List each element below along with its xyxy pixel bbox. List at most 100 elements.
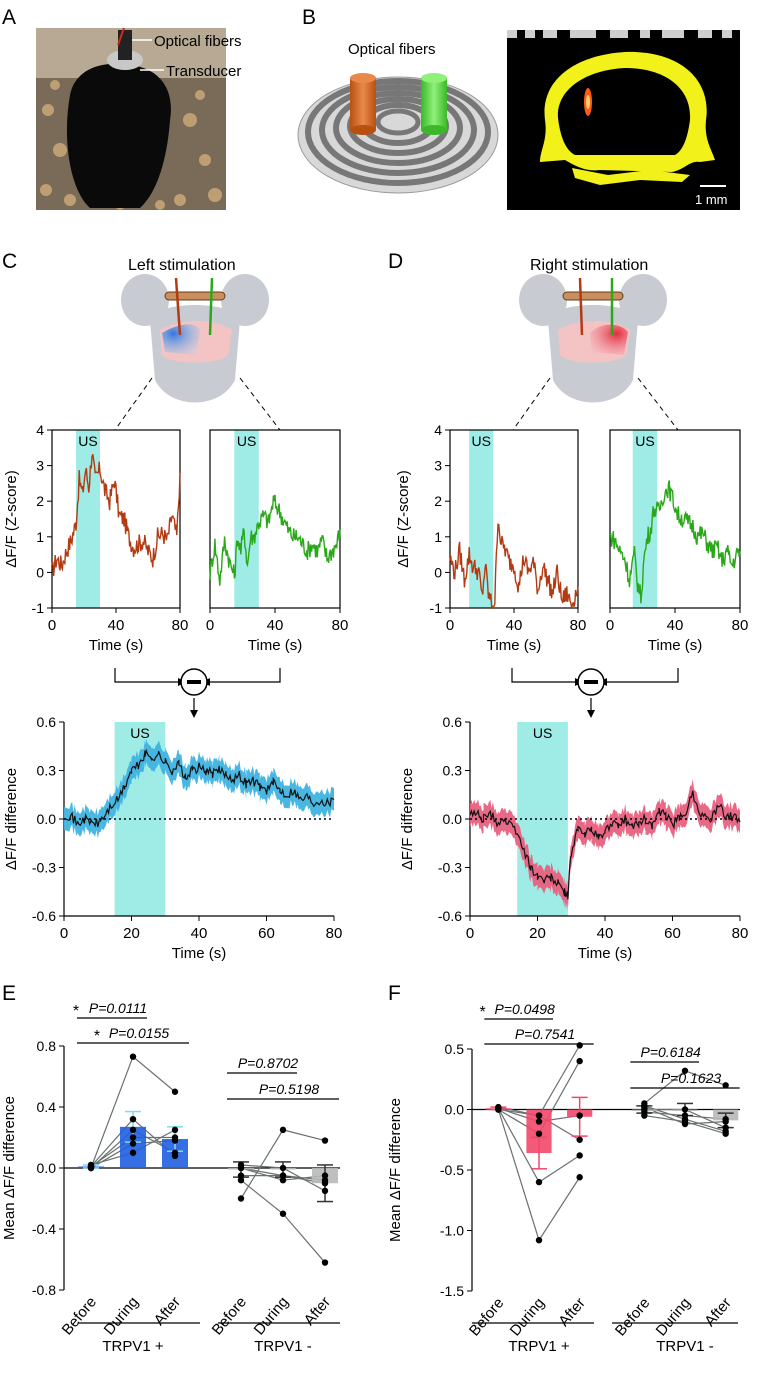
y-axis-label: Mean ΔF/F difference bbox=[387, 1098, 404, 1242]
p-value-label: P=0.8702 bbox=[238, 1055, 299, 1071]
category-label: After bbox=[701, 1295, 734, 1330]
fiber-orange bbox=[350, 73, 376, 135]
data-point bbox=[279, 1164, 287, 1172]
data-point bbox=[87, 1164, 95, 1172]
y-tick-label: -0.5 bbox=[440, 1162, 464, 1178]
panel-letter-b: B bbox=[302, 6, 316, 29]
data-point bbox=[237, 1177, 245, 1184]
panel-letter-a: A bbox=[2, 6, 16, 29]
panel-letter-f: F bbox=[388, 982, 401, 1005]
data-point bbox=[279, 1177, 287, 1184]
data-point bbox=[321, 1137, 329, 1144]
x-axis-label: Time (s) bbox=[89, 637, 143, 654]
chart-D-right-green: US 0 40 80 Time (s) bbox=[606, 429, 748, 654]
y-tick-label: 3 bbox=[434, 458, 442, 474]
x-tick-label: 80 bbox=[172, 617, 189, 634]
trace-line bbox=[609, 480, 741, 604]
category-label: During bbox=[101, 1294, 142, 1339]
p-value-label: P=0.6184 bbox=[640, 1044, 701, 1060]
y-tick-label: 2 bbox=[36, 493, 44, 509]
data-point bbox=[535, 1112, 543, 1119]
y-tick-label: -1 bbox=[32, 600, 45, 616]
data-point bbox=[722, 1082, 729, 1089]
data-point bbox=[722, 1115, 729, 1123]
category-label: During bbox=[507, 1295, 548, 1340]
y-tick-label: -0.4 bbox=[32, 1221, 56, 1237]
x-tick-label: 40 bbox=[667, 617, 684, 634]
x-axis-label: Time (s) bbox=[648, 637, 702, 654]
sem-band bbox=[64, 739, 334, 839]
p-value-label: P=0.0111 bbox=[89, 1000, 147, 1016]
data-point bbox=[171, 1152, 179, 1160]
mouse-illustration-right bbox=[519, 274, 667, 403]
title-left-stimulation: Left stimulation bbox=[128, 257, 236, 274]
title-right-stimulation: Right stimulation bbox=[530, 257, 648, 274]
data-point bbox=[321, 1187, 329, 1195]
y-tick-label: 0 bbox=[434, 564, 442, 580]
category-label: After bbox=[555, 1295, 588, 1330]
x-tick-label: 20 bbox=[123, 925, 140, 942]
data-point bbox=[576, 1042, 583, 1049]
data-point bbox=[535, 1236, 543, 1244]
data-point bbox=[576, 1152, 583, 1159]
us-label: US bbox=[237, 433, 256, 449]
significance-star: * bbox=[480, 1004, 486, 1021]
x-tick-label: 0 bbox=[48, 617, 56, 634]
data-point bbox=[535, 1118, 543, 1125]
data-point bbox=[681, 1115, 689, 1123]
y-tick-label: -1 bbox=[430, 600, 443, 616]
significance-star: * bbox=[73, 1003, 79, 1020]
data-point bbox=[129, 1134, 137, 1141]
ultrasound-field-image bbox=[507, 30, 740, 210]
y-tick-label: 3 bbox=[36, 458, 44, 474]
data-point bbox=[681, 1106, 689, 1113]
group-label: TRPV1 + bbox=[102, 1338, 164, 1355]
p-value-label: P=0.7541 bbox=[515, 1026, 575, 1042]
y-tick-label: 0.6 bbox=[37, 714, 57, 730]
group-label: TRPV1 - bbox=[254, 1338, 312, 1355]
data-point bbox=[279, 1210, 287, 1217]
data-point bbox=[279, 1126, 287, 1134]
panel-letter-e: E bbox=[2, 982, 16, 1005]
x-tick-label: 0 bbox=[60, 925, 68, 942]
category-label: Before bbox=[59, 1294, 100, 1339]
y-axis-label: ΔF/F (Z-score) bbox=[3, 470, 20, 568]
panel-letter-d: D bbox=[388, 250, 403, 273]
x-axis-label: Time (s) bbox=[248, 637, 302, 654]
x-tick-label: 20 bbox=[529, 925, 546, 942]
y-tick-label: 2 bbox=[434, 493, 442, 509]
y-axis-label: Mean ΔF/F difference bbox=[1, 1096, 18, 1240]
us-stimulus-window bbox=[234, 430, 259, 608]
zoom-line-left-b bbox=[239, 377, 281, 431]
data-point bbox=[681, 1120, 689, 1128]
minus-sign bbox=[584, 680, 598, 684]
x-tick-label: 0 bbox=[606, 617, 614, 634]
data-point bbox=[129, 1126, 137, 1134]
x-tick-label: 80 bbox=[332, 617, 349, 634]
mouse-illustration-left bbox=[121, 274, 269, 403]
scale-bar-label: 1 mm bbox=[695, 192, 728, 207]
trace-line bbox=[51, 453, 181, 577]
y-tick-label: 0.0 bbox=[445, 1102, 465, 1118]
x-tick-label: 80 bbox=[732, 925, 749, 942]
paired-line bbox=[498, 1045, 581, 1117]
y-axis-label: ΔF/F difference bbox=[399, 768, 416, 870]
y-tick-label: -0.6 bbox=[32, 908, 56, 924]
label-transducer: Transducer bbox=[166, 63, 241, 80]
mean-trace bbox=[63, 748, 335, 828]
data-point bbox=[576, 1057, 583, 1065]
zoom-line-left-a bbox=[114, 377, 153, 431]
us-label: US bbox=[635, 433, 654, 449]
group-label: TRPV1 + bbox=[508, 1338, 570, 1355]
y-axis-label: ΔF/F (Z-score) bbox=[395, 470, 412, 568]
x-axis-label: Time (s) bbox=[487, 637, 541, 654]
data-point bbox=[129, 1053, 137, 1060]
category-label: Before bbox=[466, 1295, 507, 1340]
category-label: During bbox=[251, 1294, 292, 1339]
y-tick-label: 4 bbox=[434, 422, 442, 438]
label-optical-fibers-a: Optical fibers bbox=[154, 33, 242, 50]
us-stimulus-window bbox=[469, 430, 494, 608]
data-point bbox=[576, 1174, 583, 1181]
